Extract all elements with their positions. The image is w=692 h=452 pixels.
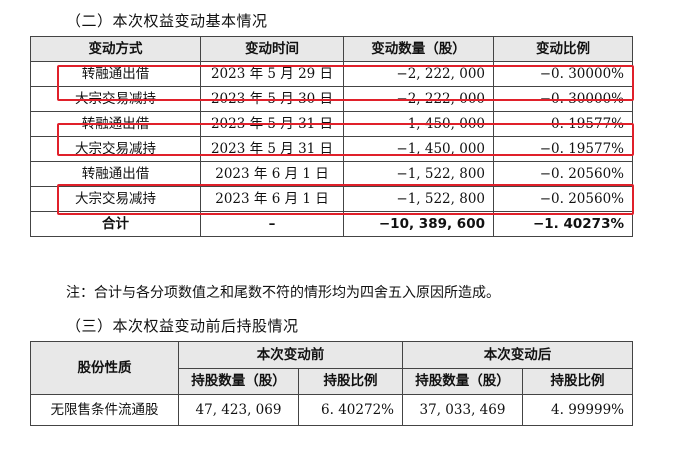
cell-quantity: −2, 222, 000 <box>343 61 494 87</box>
table-row: 转融通出借 2023 年 5 月 31 日 −1, 450, 000 −0. 1… <box>30 111 633 137</box>
table-row: 转融通出借 2023 年 5 月 29 日 −2, 222, 000 −0. 3… <box>30 61 633 87</box>
header-change-method: 变动方式 <box>30 36 201 62</box>
header-before-quantity: 持股数量（股） <box>178 367 299 395</box>
cell-method: 转融通出借 <box>30 61 201 87</box>
cell-share-nature: 无限售条件流通股 <box>30 394 179 426</box>
cell-method: 大宗交易减持 <box>30 86 201 112</box>
header-before-ratio: 持股比例 <box>298 367 403 395</box>
total-ratio: −1. 40273% <box>493 211 633 237</box>
header-before-change: 本次变动前 <box>178 341 403 369</box>
cell-after-ratio: 4. 99999% <box>522 394 633 426</box>
cell-after-quantity: 37, 033, 469 <box>402 394 523 426</box>
header-after-change: 本次变动后 <box>402 341 633 369</box>
cell-quantity: −1, 522, 800 <box>343 161 494 187</box>
cell-time: 2023 年 5 月 30 日 <box>200 86 344 112</box>
cell-ratio: −0. 20560% <box>493 186 633 212</box>
cell-method: 转融通出借 <box>30 111 201 137</box>
table-row: 无限售条件流通股 47, 423, 069 6. 40272% 37, 033,… <box>30 394 633 426</box>
table-row: 大宗交易减持 2023 年 5 月 31 日 −1, 450, 000 −0. … <box>30 136 633 162</box>
equity-change-table: 变动方式 变动时间 变动数量（股） 变动比例 转融通出借 2023 年 5 月 … <box>30 36 633 237</box>
table-subheader-row: 持股数量（股） 持股比例 持股数量（股） 持股比例 <box>31 367 633 395</box>
total-label: 合计 <box>30 211 201 237</box>
total-quantity: −10, 389, 600 <box>343 211 494 237</box>
footnote: 注：合计与各分项数值之和尾数不符的情形均为四舍五入原因所造成。 <box>66 285 500 301</box>
cell-ratio: −0. 19577% <box>493 136 633 162</box>
cell-time: 2023 年 5 月 31 日 <box>200 111 344 137</box>
cell-method: 大宗交易减持 <box>30 186 201 212</box>
total-time: – <box>200 211 344 237</box>
cell-time: 2023 年 6 月 1 日 <box>200 161 344 187</box>
cell-time: 2023 年 5 月 31 日 <box>200 136 344 162</box>
header-change-ratio: 变动比例 <box>493 36 633 62</box>
table-total-row: 合计 – −10, 389, 600 −1. 40273% <box>30 211 633 237</box>
cell-time: 2023 年 6 月 1 日 <box>200 186 344 212</box>
header-after-ratio: 持股比例 <box>522 367 633 395</box>
cell-quantity: −1, 522, 800 <box>343 186 494 212</box>
cell-method: 大宗交易减持 <box>30 136 201 162</box>
cell-ratio: −0. 20560% <box>493 161 633 187</box>
cell-ratio: −0. 19577% <box>493 111 633 137</box>
cell-ratio: −0. 30000% <box>493 61 633 87</box>
cell-method: 转融通出借 <box>30 161 201 187</box>
cell-before-quantity: 47, 423, 069 <box>178 394 299 426</box>
cell-quantity: −1, 450, 000 <box>343 111 494 137</box>
table-row: 大宗交易减持 2023 年 6 月 1 日 −1, 522, 800 −0. 2… <box>30 186 633 212</box>
section-title-change-details: （二）本次权益变动基本情况 <box>66 12 268 30</box>
cell-ratio: −0. 30000% <box>493 86 633 112</box>
table-row: 转融通出借 2023 年 6 月 1 日 −1, 522, 800 −0. 20… <box>30 161 633 187</box>
holdings-table: 股份性质 本次变动前 本次变动后 持股数量（股） 持股比例 持股数量（股） 持股… <box>30 341 633 426</box>
header-change-time: 变动时间 <box>200 36 344 62</box>
cell-time: 2023 年 5 月 29 日 <box>200 61 344 87</box>
header-change-quantity: 变动数量（股） <box>343 36 494 62</box>
table-header-row: 变动方式 变动时间 变动数量（股） 变动比例 <box>30 36 633 62</box>
header-after-quantity: 持股数量（股） <box>402 367 523 395</box>
header-share-nature: 股份性质 <box>30 341 179 395</box>
section-title-holdings: （三）本次权益变动前后持股情况 <box>66 317 299 335</box>
cell-before-ratio: 6. 40272% <box>298 394 403 426</box>
table-row: 大宗交易减持 2023 年 5 月 30 日 −2, 222, 000 −0. … <box>30 86 633 112</box>
table-header-row: 股份性质 本次变动前 本次变动后 <box>30 341 633 395</box>
cell-quantity: −1, 450, 000 <box>343 136 494 162</box>
cell-quantity: −2, 222, 000 <box>343 86 494 112</box>
